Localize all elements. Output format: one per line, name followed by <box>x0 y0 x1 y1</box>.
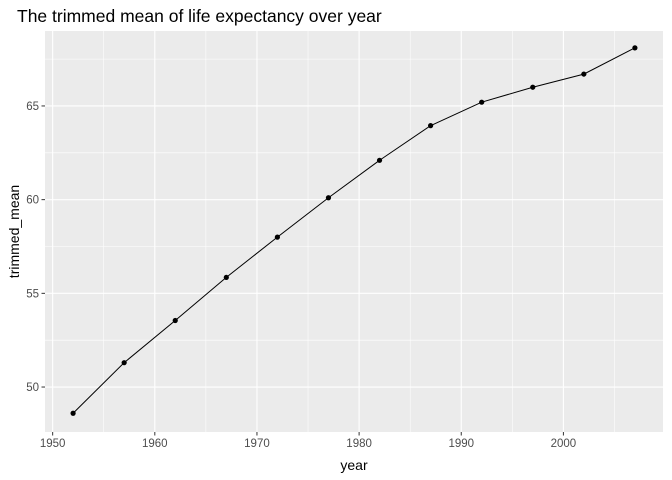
minor-gridlines <box>45 31 663 432</box>
data-point <box>530 84 536 90</box>
chart-title: The trimmed mean of life expectancy over… <box>17 6 382 26</box>
y-tick-label: 50 <box>26 382 39 394</box>
series-layer <box>70 45 638 416</box>
data-point <box>121 360 127 366</box>
x-tick-label: 1960 <box>142 438 168 450</box>
y-tick-label: 65 <box>26 101 39 113</box>
x-tick-label: 1970 <box>244 438 270 450</box>
data-point <box>172 317 178 324</box>
tick-labels: 1950 1960 1970 1980 1990 2000 50 55 60 65 <box>26 101 576 450</box>
data-point <box>581 71 587 77</box>
data-point <box>428 123 434 129</box>
x-tick-label: 1990 <box>448 438 474 450</box>
data-point <box>632 45 638 51</box>
plot-panel <box>45 31 663 432</box>
axis-ticks <box>41 105 564 436</box>
y-axis-title: trimmed_mean <box>6 185 22 278</box>
x-tick-label: 1980 <box>346 438 372 450</box>
series-line <box>72 47 636 414</box>
y-tick-label: 60 <box>26 195 39 207</box>
y-tick-label: 55 <box>26 288 39 300</box>
data-point <box>274 234 280 240</box>
data-point <box>223 274 229 281</box>
data-point <box>70 410 76 416</box>
major-gridlines <box>45 31 663 432</box>
data-point <box>325 195 332 201</box>
x-axis-title: year <box>340 457 368 473</box>
x-tick-label: 2000 <box>551 438 577 450</box>
x-tick-label: 1950 <box>40 438 66 450</box>
data-point <box>479 99 485 105</box>
data-point <box>376 157 383 163</box>
